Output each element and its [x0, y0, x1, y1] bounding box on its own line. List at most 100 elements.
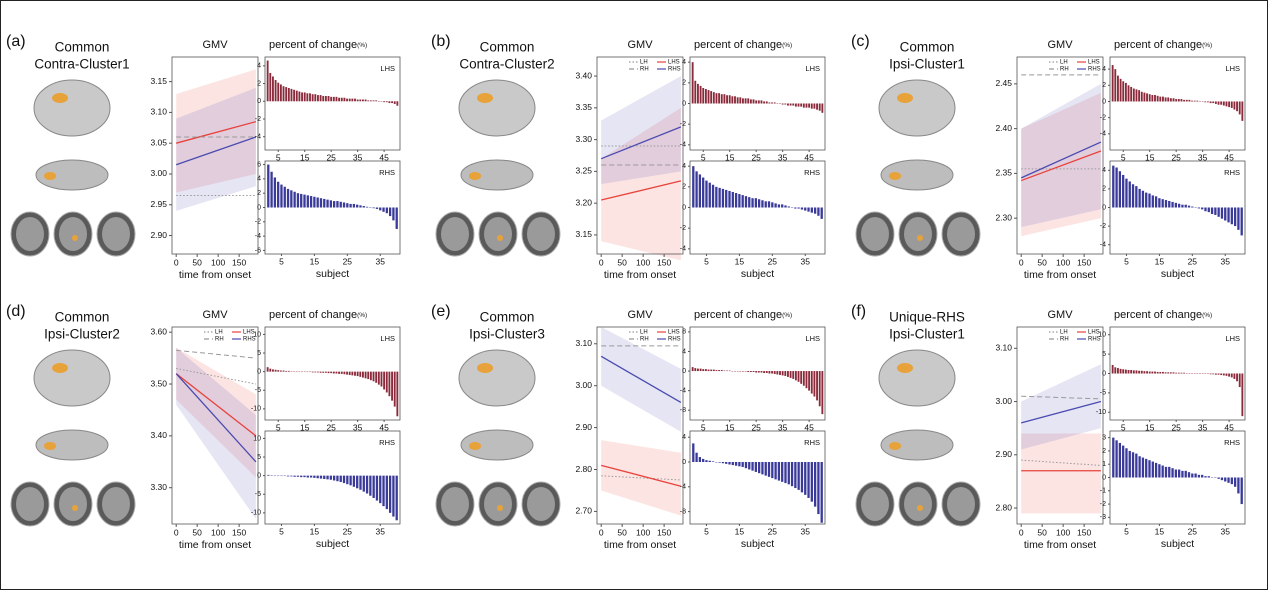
panel-label: (f): [851, 303, 866, 320]
y-tick-label: 3.35: [575, 102, 592, 112]
bar: [1241, 478, 1243, 505]
bar: [343, 476, 345, 483]
y-tick-label: 2.30: [995, 212, 1012, 222]
panel-title: Common: [900, 40, 955, 55]
bar: [1115, 168, 1117, 208]
brain-lateral: [879, 80, 955, 136]
bar: [1142, 458, 1144, 478]
bar: [1210, 374, 1212, 375]
y-tick-label: 8: [682, 329, 686, 336]
panel-title: Common: [55, 40, 110, 55]
y-tick-label: 0: [682, 100, 686, 107]
bar: [1159, 372, 1161, 374]
bar: [317, 476, 319, 479]
bar: [1128, 85, 1130, 101]
bar: [312, 94, 314, 101]
x-axis-label: time from onset: [179, 539, 251, 551]
bar: [1119, 443, 1121, 478]
bar: [1130, 87, 1132, 102]
panel-title: Ipsi-Cluster3: [469, 327, 545, 342]
bar: [356, 205, 358, 208]
bar: [702, 178, 704, 208]
bar: [383, 101, 385, 102]
bar: [1145, 193, 1147, 208]
bar: [365, 372, 367, 379]
y-tick-label: 5: [1102, 351, 1106, 358]
bar: [288, 88, 290, 101]
bar: [373, 100, 375, 101]
title-text: percent of change: [694, 39, 782, 51]
bar: [716, 93, 718, 103]
bar: [1241, 101, 1243, 120]
bar: [373, 208, 375, 209]
bar: [745, 196, 747, 207]
bar: [692, 62, 694, 103]
title-text: percent of change: [1114, 309, 1202, 321]
bar: [803, 104, 805, 108]
bar: [798, 462, 800, 490]
bar: [784, 462, 786, 483]
y-tick-label: -2: [680, 225, 686, 232]
bar: [1159, 97, 1161, 102]
x-tick-label: 15: [735, 526, 745, 536]
bar: [1112, 166, 1114, 208]
x-tick-label: 15: [310, 256, 320, 266]
bar: [1138, 456, 1140, 477]
x-tick-label: 35: [801, 526, 811, 536]
y-tick-label: -10: [251, 510, 261, 517]
x-axis-label: time from onset: [179, 269, 251, 281]
y-tick-label: 0: [682, 204, 686, 211]
bar: [1168, 467, 1170, 478]
bar: [1239, 374, 1241, 388]
bar: [359, 372, 361, 377]
bar: [392, 476, 394, 517]
legend-label: LH: [640, 60, 648, 66]
bar: [333, 97, 335, 101]
bar: [320, 476, 322, 479]
x-tick-label: 0: [599, 527, 604, 537]
bar: [343, 98, 345, 102]
bar: [699, 174, 701, 207]
bar: [731, 96, 733, 103]
bar: [1194, 474, 1196, 478]
bar: [1210, 101, 1212, 103]
bar: [718, 93, 720, 103]
x-tick-label: 100: [1056, 527, 1070, 537]
bar: [1218, 101, 1220, 104]
bar: [359, 476, 361, 490]
legend-label: LHS: [1088, 60, 1100, 66]
bar: [712, 461, 714, 462]
bar: [1236, 374, 1238, 382]
bar: [1129, 181, 1131, 207]
x-axis-label: subject: [1161, 268, 1194, 280]
bar: [1196, 101, 1198, 102]
y-tick-label: 3.50: [150, 378, 167, 388]
y-tick-label: -10: [1096, 409, 1106, 416]
brain-lateral: [879, 350, 955, 406]
y-tick-label: 5: [257, 350, 261, 357]
bar: [776, 371, 778, 374]
bar: [1178, 204, 1180, 208]
bar: [325, 96, 327, 101]
bar: [317, 95, 319, 101]
series-label: LHS: [805, 64, 820, 73]
legend-label: LHS: [668, 330, 680, 336]
panel-title: Ipsi-Cluster1: [889, 327, 965, 342]
brain-slice-inner: [861, 487, 889, 521]
brain-slice-inner: [904, 217, 932, 251]
bar: [297, 476, 299, 477]
bar: [742, 98, 744, 103]
bar: [275, 370, 277, 372]
highlight: [469, 172, 481, 180]
y-tick-label: 2.80: [995, 502, 1012, 512]
bar: [373, 372, 375, 382]
y-tick-label: 0: [257, 368, 261, 375]
bar: [710, 91, 712, 103]
bar: [323, 199, 325, 208]
bar: [341, 98, 343, 102]
bar: [1136, 89, 1138, 101]
highlight: [477, 93, 493, 103]
bar: [732, 462, 734, 465]
bar: [391, 101, 393, 103]
bar: [1212, 101, 1214, 103]
